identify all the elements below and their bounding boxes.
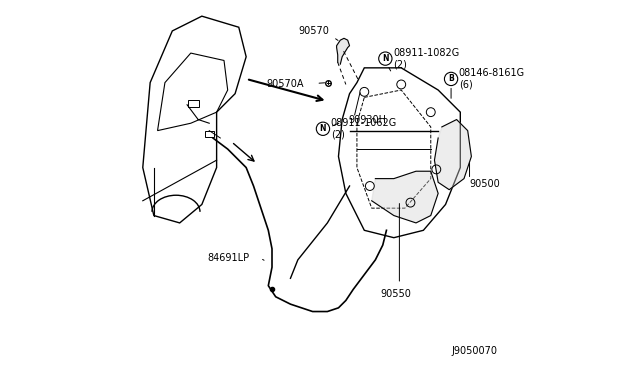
Text: 84691LP: 84691LP [208, 253, 250, 263]
Text: N: N [320, 124, 326, 133]
Text: J9050070: J9050070 [451, 346, 497, 356]
Text: B: B [448, 74, 454, 83]
Text: 08146-8161G
(6): 08146-8161G (6) [459, 68, 525, 90]
Text: 08911-1082G
(2): 08911-1082G (2) [393, 48, 460, 70]
Text: 08911-1062G
(2): 08911-1062G (2) [331, 118, 397, 140]
Text: N: N [382, 54, 388, 63]
Polygon shape [337, 38, 349, 64]
Text: 90550: 90550 [380, 289, 411, 299]
Text: 90570: 90570 [298, 26, 329, 36]
Text: 90930H: 90930H [348, 115, 387, 125]
Polygon shape [435, 119, 472, 190]
Text: 90570A: 90570A [266, 80, 303, 89]
Text: 90500: 90500 [470, 179, 500, 189]
Polygon shape [372, 171, 438, 223]
